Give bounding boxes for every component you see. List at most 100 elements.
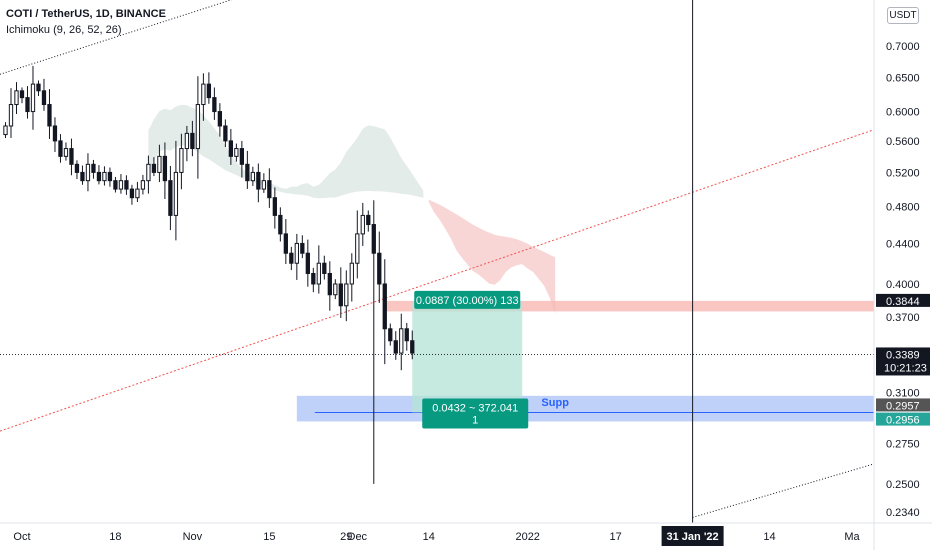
- candle-up: [294, 242, 299, 264]
- y-tick-label: 0.2340: [886, 507, 920, 519]
- candle-down: [124, 180, 129, 190]
- candle-down: [388, 328, 393, 342]
- x-tick-label: Oct: [13, 531, 30, 543]
- countdown-text: 10:21:23: [884, 362, 927, 374]
- candle-up: [157, 155, 162, 173]
- candle-down: [41, 90, 47, 106]
- x-tick-label: 14: [763, 531, 775, 543]
- candle-down: [223, 125, 228, 142]
- candle-down: [272, 197, 277, 216]
- candle-down: [36, 83, 41, 92]
- candle-up: [316, 262, 321, 285]
- target-zone: [412, 300, 523, 413]
- trend-line-upper-dotted: [0, 0, 233, 75]
- candle-down: [377, 252, 382, 285]
- candle-down: [305, 252, 310, 274]
- x-tick-label: 15: [263, 531, 275, 543]
- candle-down: [300, 242, 305, 254]
- candle-down: [327, 272, 332, 296]
- candle-down: [80, 171, 85, 182]
- candle-down: [338, 283, 343, 307]
- candle-down: [267, 180, 272, 199]
- candle-down: [74, 163, 80, 173]
- candle-down: [162, 155, 168, 182]
- label-text: 1: [472, 414, 478, 426]
- candle-up: [360, 214, 365, 235]
- candle-down: [278, 214, 283, 235]
- candle-down: [371, 224, 376, 254]
- candle-up: [3, 125, 8, 136]
- candle-up: [355, 233, 360, 264]
- currency-badge[interactable]: USDT: [887, 7, 919, 24]
- candle-down: [96, 171, 102, 182]
- target-label: 0.0887 (30.00%) 133: [414, 290, 521, 309]
- y-tick-label: 0.3100: [886, 387, 920, 399]
- price-label-green: 0.2956: [876, 412, 930, 427]
- y-tick-label: 0.4400: [886, 238, 920, 250]
- x-tick-label: 18: [109, 531, 121, 543]
- candle-up: [344, 283, 349, 307]
- candle-down: [404, 328, 409, 342]
- candle-up: [8, 104, 14, 127]
- candle-up: [85, 163, 91, 182]
- candle-up: [399, 328, 404, 354]
- candle-down: [245, 163, 250, 182]
- candle-down: [322, 262, 327, 274]
- label-box: [414, 290, 521, 309]
- trend-line-bottom-dotted: [692, 463, 874, 518]
- candle-down: [283, 233, 288, 254]
- candle-up: [118, 180, 124, 190]
- price-label-grey: 0.2957: [876, 398, 930, 412]
- x-tick-highlight-box: [661, 526, 724, 546]
- candle-up: [349, 262, 354, 285]
- x-tick-label: 29: [340, 531, 352, 543]
- candle-up: [195, 104, 201, 150]
- candle-down: [393, 340, 398, 354]
- candle-up: [173, 171, 179, 216]
- candle-down: [69, 148, 74, 165]
- y-tick-label: 0.7000: [886, 41, 920, 53]
- indicator-label[interactable]: Ichimoku (9, 26, 52, 26): [6, 24, 122, 36]
- candle-down: [52, 125, 58, 142]
- candle-down: [25, 97, 30, 113]
- candle-down: [217, 111, 223, 127]
- price-label-text: 0.2956: [886, 415, 920, 427]
- price-label-box: [876, 347, 930, 376]
- candle-down: [410, 340, 415, 354]
- candle-down: [366, 214, 371, 226]
- candle-down: [256, 171, 261, 190]
- candle-down: [289, 252, 294, 264]
- candle-down: [107, 171, 113, 182]
- x-tick-label: 17: [610, 531, 622, 543]
- stop-zone: [384, 300, 874, 312]
- candle-up: [333, 283, 338, 296]
- x-tick-label: Ma: [844, 531, 860, 543]
- x-tick-label: 14: [423, 531, 435, 543]
- candle-down: [190, 132, 195, 150]
- ichimoku-cloud-bull: [148, 104, 424, 199]
- candle-down: [212, 97, 217, 113]
- candle-down: [129, 188, 135, 199]
- candle-down: [47, 104, 52, 127]
- price-label-box: [876, 293, 930, 307]
- price-label-box: [876, 398, 930, 412]
- candle-up: [201, 83, 206, 106]
- support-zone: [296, 395, 874, 422]
- candle-down: [113, 180, 118, 190]
- y-tick-label: 0.6500: [886, 73, 920, 85]
- candle-down: [206, 83, 212, 99]
- y-tick-label: 0.4800: [886, 201, 920, 213]
- candle-up: [140, 180, 146, 190]
- label-text: 0.0432 ~ 372.041: [432, 402, 518, 414]
- candle-up: [184, 132, 190, 150]
- x-tick-label: 31 Jan '22: [667, 531, 719, 543]
- candle-up: [234, 148, 239, 157]
- x-tick-label: Dec: [348, 531, 368, 543]
- candle-up: [179, 148, 184, 173]
- candle-up: [30, 83, 36, 113]
- candle-down: [91, 163, 96, 173]
- candle-down: [58, 140, 63, 157]
